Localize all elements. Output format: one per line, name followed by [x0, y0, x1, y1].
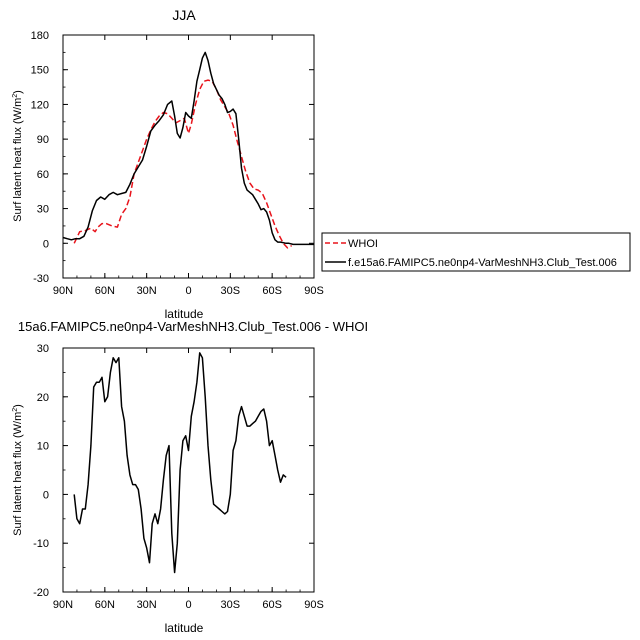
chart-top-series-line-dashed-0 — [73, 79, 293, 249]
chart-top-ytick-label: 120 — [31, 99, 49, 111]
chart-top-xtick-label: 90N — [53, 285, 73, 297]
chart-top-ytick-label: 0 — [43, 238, 49, 250]
chart-bottom-xtick-label: 0 — [185, 599, 191, 611]
chart-top-series — [62, 51, 314, 249]
chart-bottom-ytick-label: 0 — [43, 489, 49, 501]
chart-bottom-xtick-label: 60N — [95, 599, 115, 611]
chart-top-axes: 90N 60N 30N 0 30S 60S 90S -30 0 30 60 90 120 150 180 — [31, 30, 324, 297]
chart-top-xtick-label: 30N — [137, 285, 157, 297]
chart-bottom-ylabel: Surf latent heat flux (W/m2) — [12, 404, 24, 536]
chart-bottom-xtick-label: 60S — [262, 599, 282, 611]
chart-bottom-ytick-label: 20 — [37, 392, 49, 404]
chart-top-series-line-solid-1 — [62, 51, 314, 246]
chart-top: JJA 90N 60N 30N 0 30S 60S 90S -30 0 30 60 90 120 150 1… — [12, 7, 324, 321]
chart-top-ytick-label: 180 — [31, 30, 49, 42]
chart-bottom-plot-frame — [62, 347, 315, 593]
chart-bottom-ytick-label: 10 — [37, 441, 49, 453]
chart-bottom-xtick-label: 30N — [137, 599, 157, 611]
chart-top-ytick-label: 150 — [31, 65, 49, 77]
chart-bottom-xtick-label: 90S — [304, 599, 324, 611]
chart-bottom-title: 15a6.FAMIPC5.ne0np4-VarMeshNH3.Club_Test… — [18, 319, 368, 334]
chart-top-xtick-label: 90S — [304, 285, 324, 297]
chart-top-xlabel: latitude — [165, 307, 204, 321]
chart-top-ytick-label: 90 — [37, 134, 49, 146]
chart-bottom: 15a6.FAMIPC5.ne0np4-VarMeshNH3.Club_Test… — [12, 319, 368, 635]
chart-bottom-ytick-label: -20 — [33, 587, 49, 599]
chart-bottom-ytick-label: 30 — [37, 343, 49, 355]
legend-label-model: f.e15a6.FAMIPC5.ne0np4-VarMeshNH3.Club_T… — [348, 257, 617, 269]
legend-box — [321, 232, 631, 272]
chart-top-xtick-label: 0 — [185, 285, 191, 297]
chart-bottom-axes: 90N 60N 30N 0 30S 60S 90S -20 -10 0 10 20 30 — [33, 343, 324, 611]
chart-top-ytick-label: 30 — [37, 204, 49, 216]
chart-bottom-ytick-label: -10 — [33, 538, 49, 550]
legend: WHOI f.e15a6.FAMIPC5.ne0np4-VarMeshNH3.C… — [321, 232, 631, 272]
chart-bottom-series-line-solid-0 — [73, 352, 287, 574]
chart-top-xtick-label: 60N — [95, 285, 115, 297]
chart-top-title: JJA — [172, 7, 196, 23]
chart-bottom-xtick-label: 30S — [221, 599, 241, 611]
chart-bottom-series — [73, 352, 287, 574]
chart-bottom-xlabel: latitude — [165, 621, 204, 635]
chart-top-ytick-label: 60 — [37, 169, 49, 181]
chart-top-xtick-label: 30S — [221, 285, 241, 297]
chart-top-xtick-label: 60S — [262, 285, 282, 297]
chart-top-ytick-label: -30 — [33, 273, 49, 285]
chart-top-ylabel: Surf latent heat flux (W/m2) — [12, 90, 24, 222]
legend-label-whoi: WHOI — [348, 238, 378, 250]
chart-bottom-xtick-label: 90N — [53, 599, 73, 611]
